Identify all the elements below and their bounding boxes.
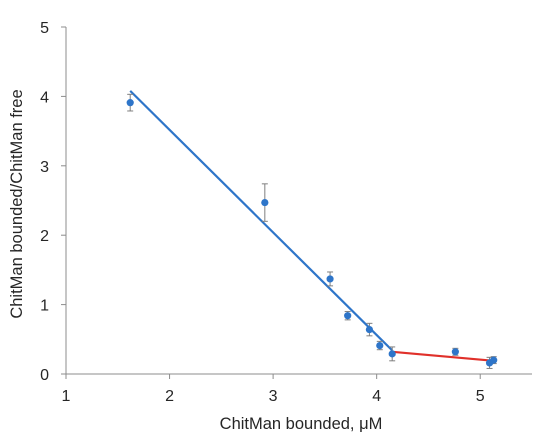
axes [61,26,532,379]
data-point [126,99,134,107]
x-tick-label: 2 [165,388,174,405]
data-point [388,350,396,358]
data-points [126,99,498,367]
y-tick-label: 0 [40,367,49,384]
data-point [451,348,459,356]
trendline-red [392,350,494,362]
y-tick-label: 4 [40,89,49,106]
y-tick-label: 1 [40,298,49,315]
y-tick-label: 5 [40,20,49,37]
trendline-blue [129,90,393,352]
data-point [261,198,269,207]
data-point [326,275,334,283]
x-tick-label: 5 [476,388,485,405]
x-tick-label: 1 [62,388,71,405]
data-point [365,325,374,334]
trendlines [129,90,494,362]
data-point [490,356,498,364]
data-point [344,312,352,320]
y-tick-label: 2 [40,228,49,245]
x-tick-label: 3 [269,388,278,405]
error-bars [127,93,497,369]
y-tick-label: 3 [40,159,49,176]
x-axis-title: ChitMan bounded, μM [220,415,383,433]
data-point [376,341,384,350]
x-tick-label: 4 [372,388,381,405]
y-axis-title: ChitMan bounded/ChitMan free [8,89,26,318]
